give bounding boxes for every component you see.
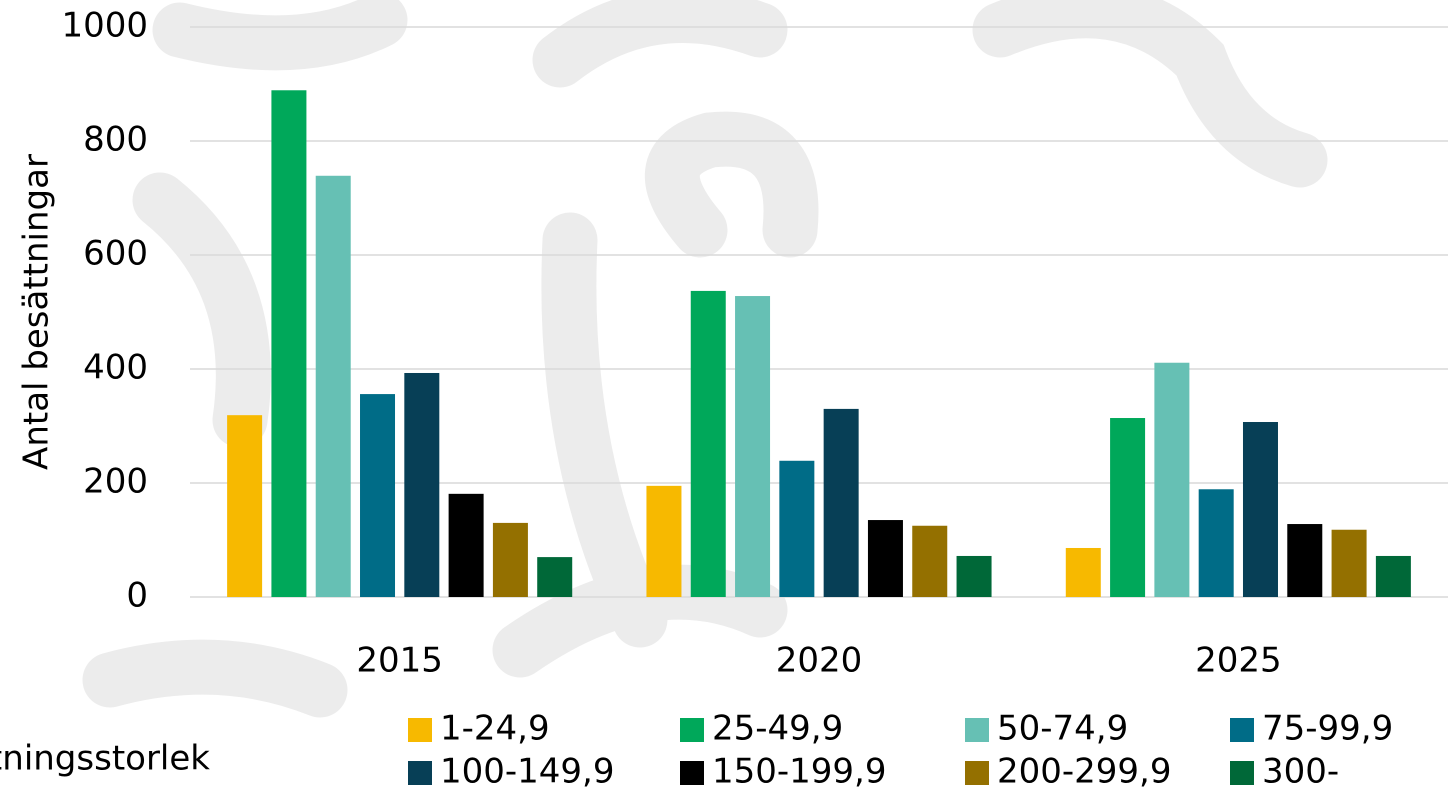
bar (1110, 418, 1146, 597)
legend-swatch (680, 718, 704, 742)
legend-label: 75-99,9 (1262, 709, 1393, 749)
bar (271, 90, 307, 598)
legend-swatch (1230, 761, 1254, 785)
x-tick-label: 2025 (1195, 641, 1282, 681)
bar (1331, 529, 1367, 597)
bar (912, 525, 948, 597)
y-tick-label: 400 (83, 348, 148, 388)
bar (537, 557, 573, 597)
bar (448, 493, 484, 597)
legend-label: 300- (1262, 752, 1339, 792)
bar (735, 296, 771, 597)
legend-swatch (680, 761, 704, 785)
legend-swatch (408, 761, 432, 785)
bar (1375, 555, 1411, 597)
bar (956, 555, 992, 597)
legend-label: 150-199,9 (712, 752, 887, 792)
y-tick-label: 200 (83, 462, 148, 502)
bar (823, 408, 859, 597)
bar (1287, 524, 1323, 597)
x-tick-label: 2015 (356, 641, 443, 681)
bar (1242, 422, 1278, 597)
legend-label: 50-74,9 (997, 709, 1128, 749)
bar (492, 522, 528, 597)
bar (227, 415, 263, 597)
bar (1198, 489, 1234, 597)
bar (1154, 362, 1190, 597)
legend-label: 1-24,9 (440, 709, 550, 749)
legend-swatch (1230, 718, 1254, 742)
legend-label: 200-299,9 (997, 752, 1172, 792)
legend-title: Besättningsstorlek (0, 739, 210, 779)
bar (646, 485, 682, 597)
y-axis-title: Antal besättningar (17, 154, 57, 470)
bar (360, 394, 396, 597)
bar (315, 175, 351, 597)
legend-swatch (965, 718, 989, 742)
y-tick-label: 600 (83, 234, 148, 274)
y-tick-label: 800 (83, 120, 148, 160)
legend-label: 25-49,9 (712, 709, 843, 749)
bar (1065, 547, 1101, 597)
background-decoration (82, 0, 1328, 718)
legend-swatch (965, 761, 989, 785)
bar (779, 460, 815, 597)
bar (690, 290, 726, 597)
legend-label: 100-149,9 (440, 752, 615, 792)
y-tick-label: 1000 (61, 6, 148, 46)
bar (867, 520, 903, 597)
x-tick-label: 2020 (776, 641, 863, 681)
y-tick-label: 0 (126, 576, 148, 616)
bar (404, 372, 440, 597)
legend-swatch (408, 718, 432, 742)
